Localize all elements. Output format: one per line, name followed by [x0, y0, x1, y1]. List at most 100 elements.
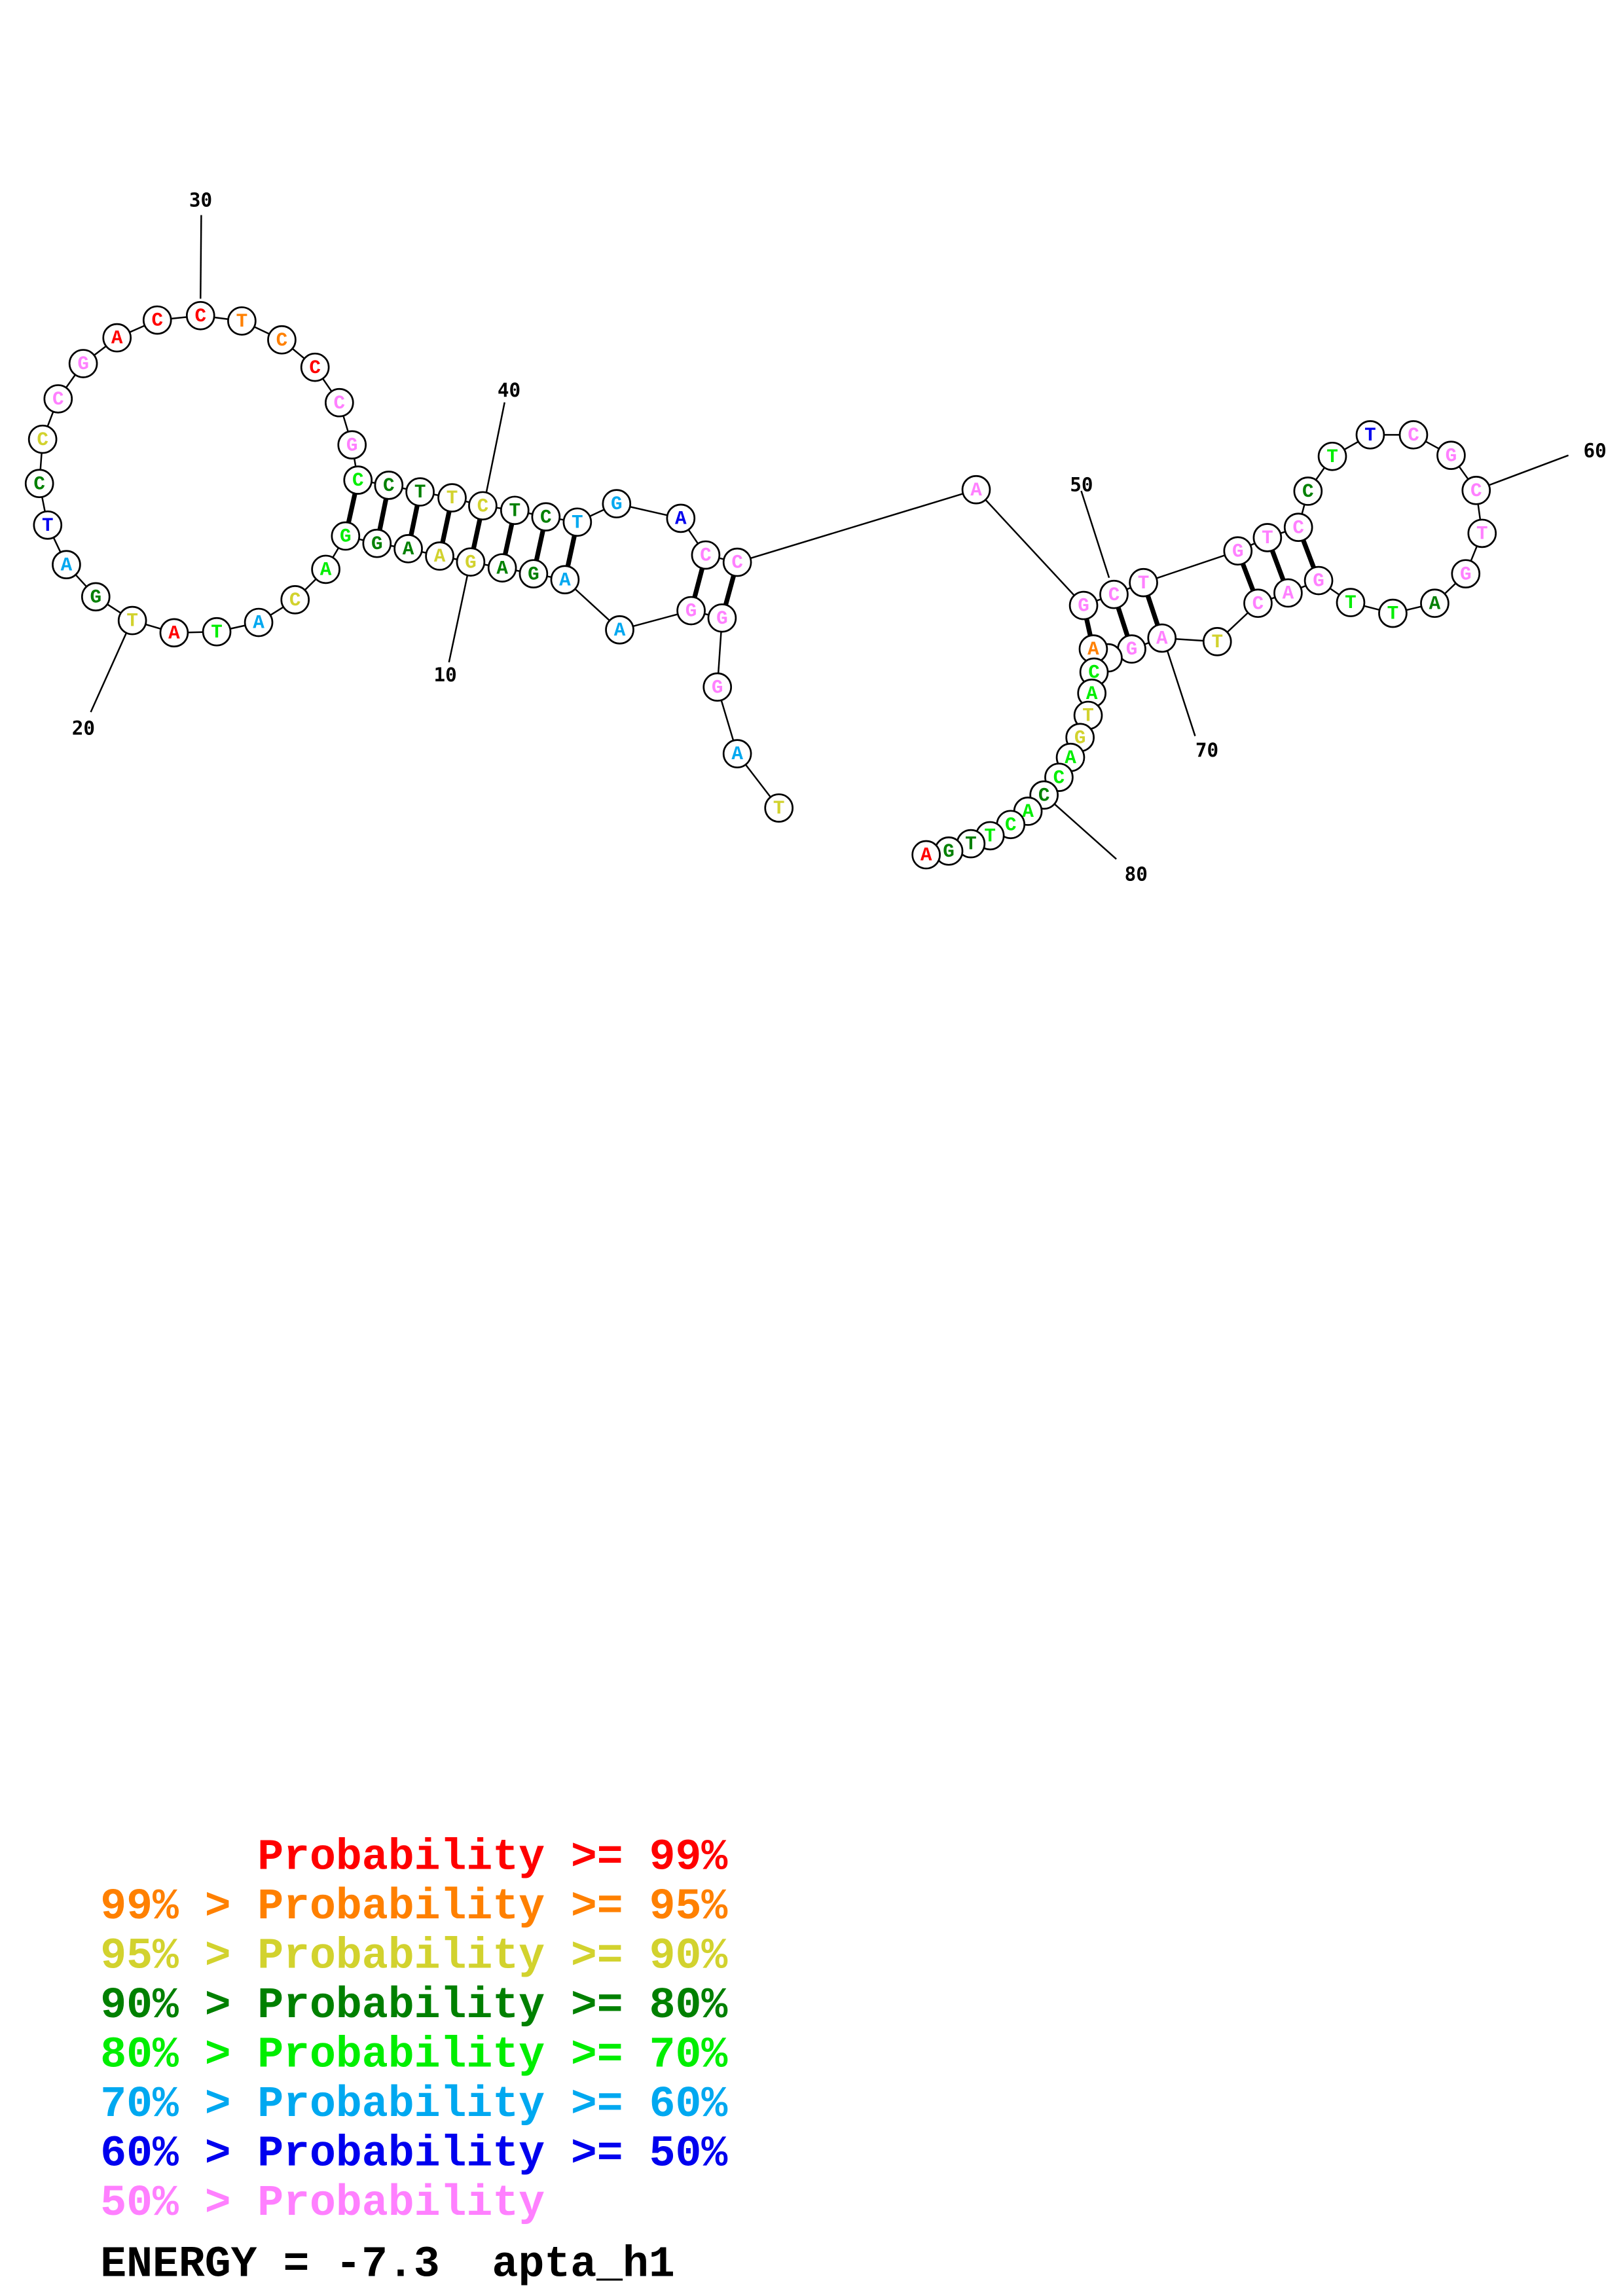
- nucleotide: T: [562, 507, 593, 537]
- legend-entry: Probability >= 99%: [257, 1833, 727, 1882]
- nucleotide-base: A: [1086, 683, 1098, 705]
- nucleotide-circle: [393, 534, 423, 564]
- nucleotide: T: [1073, 700, 1103, 730]
- nucleotide-circle: [300, 352, 330, 382]
- nucleotide: C: [1283, 512, 1313, 542]
- nucleotide-base: T: [984, 826, 996, 848]
- legend-entry: 60% > Probability >= 50%: [100, 2129, 727, 2178]
- nucleotide-base: G: [528, 564, 539, 585]
- nucleotide-base: G: [346, 435, 358, 456]
- legend-text: Probability >= 70%: [257, 2030, 727, 2079]
- nucleotide: C: [267, 325, 297, 355]
- nucleotide-base: C: [309, 357, 321, 379]
- nucleotide-circle: [405, 477, 435, 507]
- nucleotide: T: [1202, 627, 1232, 656]
- nucleotide-circle: [142, 305, 172, 335]
- nucleotide-circle: [519, 559, 549, 588]
- legend-entry: 95% > Probability >= 90%: [100, 1931, 727, 1981]
- nucleotide: G: [1117, 634, 1146, 664]
- nucleotide: T: [1129, 567, 1158, 598]
- nucleotide-circle: [1273, 578, 1303, 608]
- nucleotide-base: C: [383, 475, 395, 497]
- nucleotide-circle: [1243, 588, 1273, 619]
- nucleotide: G: [707, 603, 737, 633]
- nucleotide: G: [81, 582, 111, 612]
- nucleotide: A: [961, 475, 991, 505]
- nucleotide-circle: [1147, 623, 1177, 653]
- legend-entry: 70% > Probability >= 60%: [100, 2080, 727, 2129]
- nucleotide-base: A: [921, 845, 932, 867]
- nucleotide-circle: [33, 510, 63, 540]
- nucleotide-circle: [227, 306, 257, 336]
- nucleotide: T: [500, 495, 530, 526]
- nucleotide-base: A: [559, 569, 571, 591]
- nucleotide-circle: [325, 387, 354, 418]
- nucleotide: G: [331, 521, 361, 551]
- nucleotide: T: [1252, 523, 1283, 552]
- nucleotide-base: A: [675, 509, 687, 530]
- nucleotide: C: [27, 424, 58, 454]
- nucleotide-circle: [280, 585, 310, 615]
- nucleotide-base: C: [52, 389, 64, 410]
- nucleotide-base: T: [1211, 632, 1223, 653]
- nucleotide: G: [1304, 565, 1334, 596]
- nucleotide-base: G: [943, 841, 955, 863]
- nucleotide-base: T: [414, 482, 426, 503]
- nucleotide-base: C: [334, 393, 346, 414]
- nucleotide-base: C: [194, 306, 206, 327]
- nucleotide-base: A: [1065, 747, 1076, 769]
- nucleotide-base: A: [970, 480, 982, 501]
- nucleotide-circle: [362, 528, 392, 558]
- nucleotide-circle: [1304, 565, 1334, 596]
- nucleotide: C: [325, 387, 354, 418]
- position-ticks: 10 20 30 40 50 60 70 80: [72, 189, 1607, 886]
- nucleotide-base: G: [1232, 541, 1244, 562]
- nucleotide: A: [102, 323, 132, 353]
- nucleotide-circle: [1223, 536, 1253, 566]
- legend-prefix: 80% >: [100, 2030, 257, 2079]
- nucleotide: T: [33, 510, 63, 540]
- nucleotide: G: [602, 489, 632, 518]
- nucleotide: T: [1355, 420, 1385, 450]
- nucleotide-circle: [602, 489, 632, 518]
- nucleotide: C: [531, 502, 561, 531]
- nucleotide-circle: [1451, 559, 1481, 588]
- legend-text: Probability >= 95%: [257, 1882, 727, 1931]
- nucleotide-base: A: [320, 560, 332, 581]
- nucleotide: C: [1293, 476, 1323, 506]
- nucleotide-base: A: [614, 620, 626, 641]
- nucleotide: G: [456, 547, 486, 577]
- nucleotide-base: C: [33, 473, 45, 495]
- legend-prefix: 90% >: [100, 1981, 257, 2030]
- nucleotide: C: [142, 305, 172, 335]
- nucleotide: C: [1099, 579, 1129, 609]
- position-label: 30: [189, 189, 212, 211]
- position-label: 40: [498, 379, 520, 401]
- nucleotide-circle: [1467, 518, 1497, 548]
- nucleotide-base: C: [477, 495, 489, 517]
- nucleotide-base: A: [168, 622, 180, 644]
- nucleotide-circle: [1398, 420, 1429, 450]
- nucleotide: A: [550, 565, 580, 594]
- nucleotide-base: A: [1429, 593, 1441, 615]
- nucleotide-base: C: [1005, 814, 1017, 836]
- nucleotide-base: A: [731, 744, 743, 765]
- nucleotide: T: [437, 483, 467, 512]
- nucleotide: C: [722, 547, 752, 577]
- probability-legend: Probability >= 99%99% > Probability >= 9…: [100, 1833, 727, 2227]
- nucleotide-base: G: [90, 586, 101, 608]
- position-label: 60: [1584, 440, 1607, 462]
- nucleotide-circle: [1252, 523, 1283, 552]
- legend-entry: 80% > Probability >= 70%: [100, 2030, 727, 2079]
- nucleotide-base: G: [1460, 564, 1472, 585]
- nucleotide-base: T: [447, 488, 458, 509]
- nucleotide: A: [487, 553, 517, 583]
- position-tick: [1053, 802, 1117, 860]
- legend-prefix: 50% >: [100, 2179, 257, 2228]
- position-label: 50: [1070, 473, 1093, 495]
- nucleotide: C: [43, 384, 73, 414]
- nucleotide: T: [1467, 518, 1497, 548]
- nucleotide-base: G: [77, 353, 89, 375]
- nucleotide-base: G: [465, 552, 477, 573]
